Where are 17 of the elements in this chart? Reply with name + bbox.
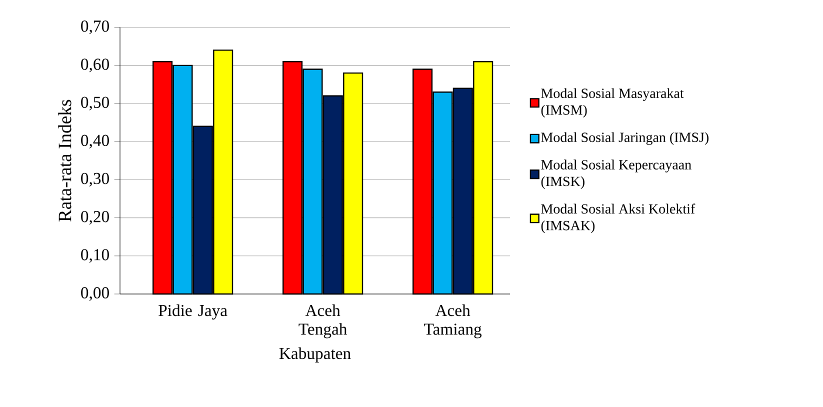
y-tick-label: 0,60 bbox=[81, 58, 109, 72]
y-axis-title: Rata-rata Indeks bbox=[58, 100, 72, 222]
x-axis-title: Kabupaten bbox=[279, 347, 351, 362]
y-tick-label: 0,70 bbox=[81, 20, 109, 34]
legend-label: Modal Sosial Kepercayaan (IMSK) bbox=[541, 160, 692, 189]
x-tick-label: Aceh Tamiang bbox=[424, 304, 482, 338]
legend-label: Modal Sosial Masyarakat (IMSM) bbox=[541, 88, 684, 118]
y-tick-label: 0,30 bbox=[81, 172, 109, 187]
y-tick-label: 0,40 bbox=[81, 134, 109, 148]
legend-label: Modal Sosial Aksi Kolektif (IMSAK) bbox=[541, 204, 696, 234]
x-tick-label: Aceh Tengah bbox=[298, 304, 348, 338]
y-tick-label: 0,20 bbox=[81, 210, 109, 225]
y-tick-label: 0,50 bbox=[81, 96, 109, 110]
y-tick-label: 0,00 bbox=[81, 287, 109, 301]
y-tick-label: 0,10 bbox=[81, 249, 109, 263]
x-tick-label: Pidie Jaya bbox=[158, 304, 228, 320]
legend-label: Modal Sosial Jaringan (IMSJ) bbox=[541, 132, 708, 145]
